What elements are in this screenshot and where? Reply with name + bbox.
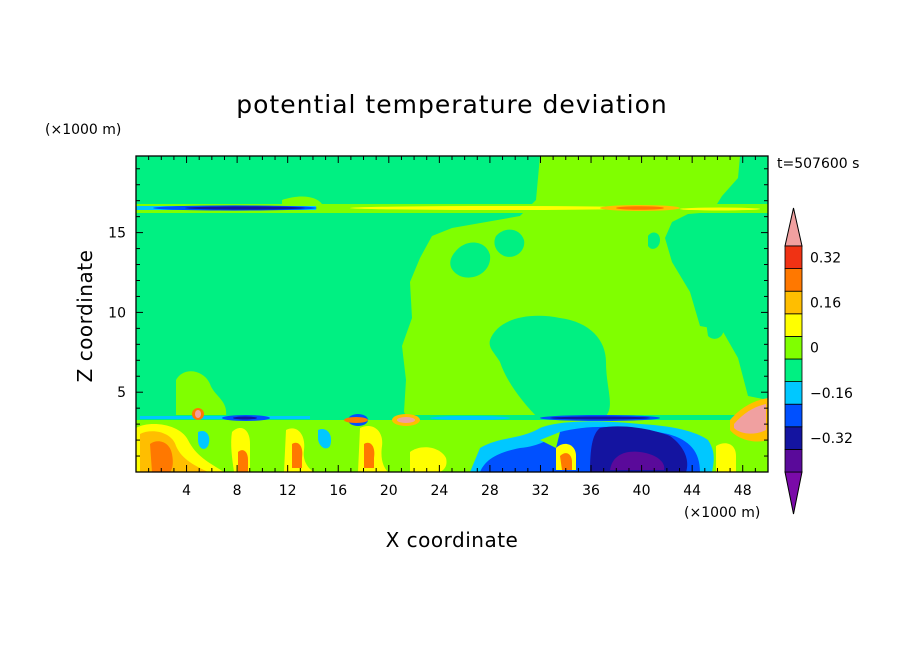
colorbar-tick-label: 0.16 (810, 296, 841, 312)
surface-warm-12 (560, 453, 572, 470)
field-region-left-blob (176, 371, 227, 416)
x-tick-label: 20 (380, 483, 398, 499)
x-tick-label: 28 (481, 483, 499, 499)
colorbar-bottom-arrow (784, 471, 803, 515)
colorbar-swatch (784, 448, 803, 473)
field-hole-1 (450, 242, 491, 278)
colorbar-swatch (784, 358, 803, 383)
y-axis-ticks: 5 10 15 (108, 168, 768, 457)
surface-cold-left-2 (318, 428, 332, 449)
surface-warm-9 (364, 442, 375, 468)
colorbar-swatch (784, 335, 803, 360)
x-tick-label: 8 (233, 483, 242, 499)
time-label: t=507600 s (777, 156, 859, 172)
inversion-warm-5 (195, 410, 201, 418)
inversion-warm-3 (397, 417, 415, 423)
x-tick-label: 24 (430, 483, 448, 499)
surface-warm-right-3 (716, 443, 736, 472)
colorbar-swatch (784, 426, 803, 450)
y-tick-label: 10 (108, 305, 126, 321)
colorbar-swatch (784, 268, 803, 292)
x-tick-label: 32 (532, 483, 550, 499)
field-hole-2 (494, 229, 525, 257)
field-hole-5 (706, 318, 724, 339)
surface-warm-3 (150, 441, 173, 472)
x-axis-unit: (×1000 m) (684, 505, 760, 521)
y-tick-label: 15 (108, 226, 126, 242)
colorbar-swatch (784, 313, 803, 337)
colorbar-tick-label: 0.32 (810, 250, 841, 266)
surface-warm-right-2 (734, 404, 766, 434)
surface-warm-10 (410, 447, 447, 472)
tropopause-warm-3 (616, 206, 664, 210)
chart-title: potential temperature deviation (236, 90, 667, 119)
inversion-warm-1 (344, 417, 368, 423)
surface-cold-purple (610, 451, 665, 470)
x-tick-label: 12 (279, 483, 297, 499)
colorbar-swatch (784, 245, 803, 270)
tropopause-warm-4 (680, 207, 760, 211)
inversion-cold-5 (550, 416, 650, 420)
inversion-cold-3 (233, 416, 257, 420)
x-tick-label: 16 (329, 483, 347, 499)
colorbar-swatch (784, 403, 803, 428)
x-tick-label: 36 (582, 483, 600, 499)
colorbar-top-arrow (784, 207, 803, 247)
colorbar-swatch (784, 381, 803, 405)
surface-cold-left-1 (198, 430, 210, 449)
surface-cold-green-cut (540, 432, 560, 448)
y-axis-unit: (×1000 m) (45, 122, 121, 138)
field-region-top-left (282, 196, 322, 206)
y-tick-label: 5 (117, 385, 126, 401)
y-axis-label: Z coordinate (73, 250, 97, 383)
surface-warm-5 (238, 450, 248, 472)
colorbar-tick-label: 0 (810, 341, 819, 357)
surface-warm-7 (292, 442, 303, 468)
field-region-positive-large (402, 156, 768, 472)
tropopause-warm-1 (350, 206, 650, 210)
contour-field (136, 156, 768, 472)
colorbar-swatch (784, 290, 803, 315)
colorbar-tick-label: −0.32 (810, 431, 853, 447)
x-tick-label: 48 (734, 483, 752, 499)
x-axis-ticks: 4 8 12 16 20 24 28 32 36 40 44 48 (148, 156, 756, 499)
x-tick-label: 44 (683, 483, 701, 499)
colorbar: 0.32 0.16 0 −0.16 −0.32 (784, 207, 853, 515)
field-hole-3 (648, 232, 660, 249)
field-hole-4 (489, 315, 610, 420)
x-tick-label: 40 (633, 483, 651, 499)
x-tick-label: 4 (182, 483, 191, 499)
x-axis-label: X coordinate (386, 528, 519, 552)
colorbar-tick-label: −0.16 (810, 386, 853, 402)
inversion-cold-6 (430, 416, 510, 420)
tropopause-cold-3 (185, 206, 305, 210)
